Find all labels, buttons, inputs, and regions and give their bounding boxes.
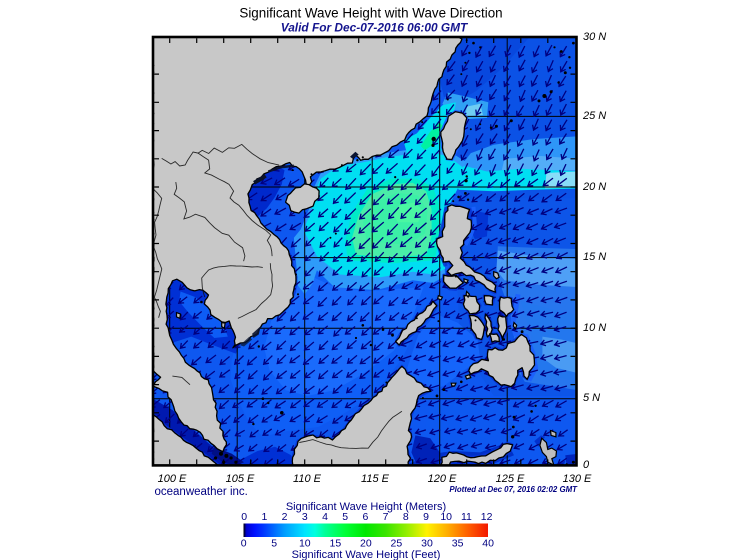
- svg-text:20: 20: [360, 538, 372, 550]
- svg-text:4: 4: [322, 511, 328, 523]
- svg-text:40: 40: [482, 538, 494, 550]
- svg-text:9: 9: [423, 511, 429, 523]
- svg-text:0: 0: [583, 459, 590, 471]
- svg-text:110 E: 110 E: [293, 473, 322, 485]
- svg-text:125 E: 125 E: [496, 473, 525, 485]
- svg-text:10: 10: [299, 538, 311, 550]
- svg-text:20 N: 20 N: [582, 181, 606, 193]
- svg-text:120 E: 120 E: [428, 473, 457, 485]
- svg-text:105 E: 105 E: [226, 473, 255, 485]
- svg-text:30: 30: [421, 538, 433, 550]
- svg-text:11: 11: [461, 511, 472, 523]
- svg-text:10 N: 10 N: [583, 322, 606, 334]
- svg-text:130 E: 130 E: [563, 473, 592, 485]
- svg-text:oceanweather inc.: oceanweather inc.: [155, 486, 248, 498]
- svg-text:0: 0: [241, 511, 247, 523]
- svg-text:15: 15: [330, 538, 342, 550]
- svg-text:Significant Wave Height with W: Significant Wave Height with Wave Direct…: [239, 6, 502, 21]
- svg-text:15 N: 15 N: [583, 251, 606, 263]
- svg-text:5 N: 5 N: [583, 392, 600, 404]
- svg-text:30 N: 30 N: [583, 31, 606, 43]
- svg-text:100 E: 100 E: [158, 473, 187, 485]
- svg-text:1: 1: [261, 511, 267, 523]
- svg-text:2: 2: [282, 511, 288, 523]
- svg-text:5: 5: [271, 538, 277, 550]
- svg-text:0: 0: [241, 538, 247, 550]
- svg-text:6: 6: [362, 511, 368, 523]
- svg-text:25: 25: [391, 538, 403, 550]
- svg-text:Significant Wave Height (Meter: Significant Wave Height (Meters): [286, 501, 446, 513]
- svg-text:35: 35: [452, 538, 464, 550]
- svg-text:7: 7: [383, 511, 389, 523]
- svg-text:8: 8: [403, 511, 409, 523]
- svg-text:115 E: 115 E: [361, 473, 390, 485]
- svg-text:12: 12: [481, 511, 493, 523]
- svg-text:3: 3: [302, 511, 308, 523]
- svg-text:Plotted at Dec 07, 2016 02:02: Plotted at Dec 07, 2016 02:02 GMT: [449, 485, 578, 494]
- svg-text:10: 10: [440, 511, 452, 523]
- svg-text:Valid For Dec-07-2016 06:00 GM: Valid For Dec-07-2016 06:00 GMT: [281, 21, 469, 35]
- svg-text:25 N: 25 N: [582, 110, 606, 122]
- svg-text:5: 5: [342, 511, 348, 523]
- svg-text:Significant Wave Height (Feet): Significant Wave Height (Feet): [292, 549, 441, 560]
